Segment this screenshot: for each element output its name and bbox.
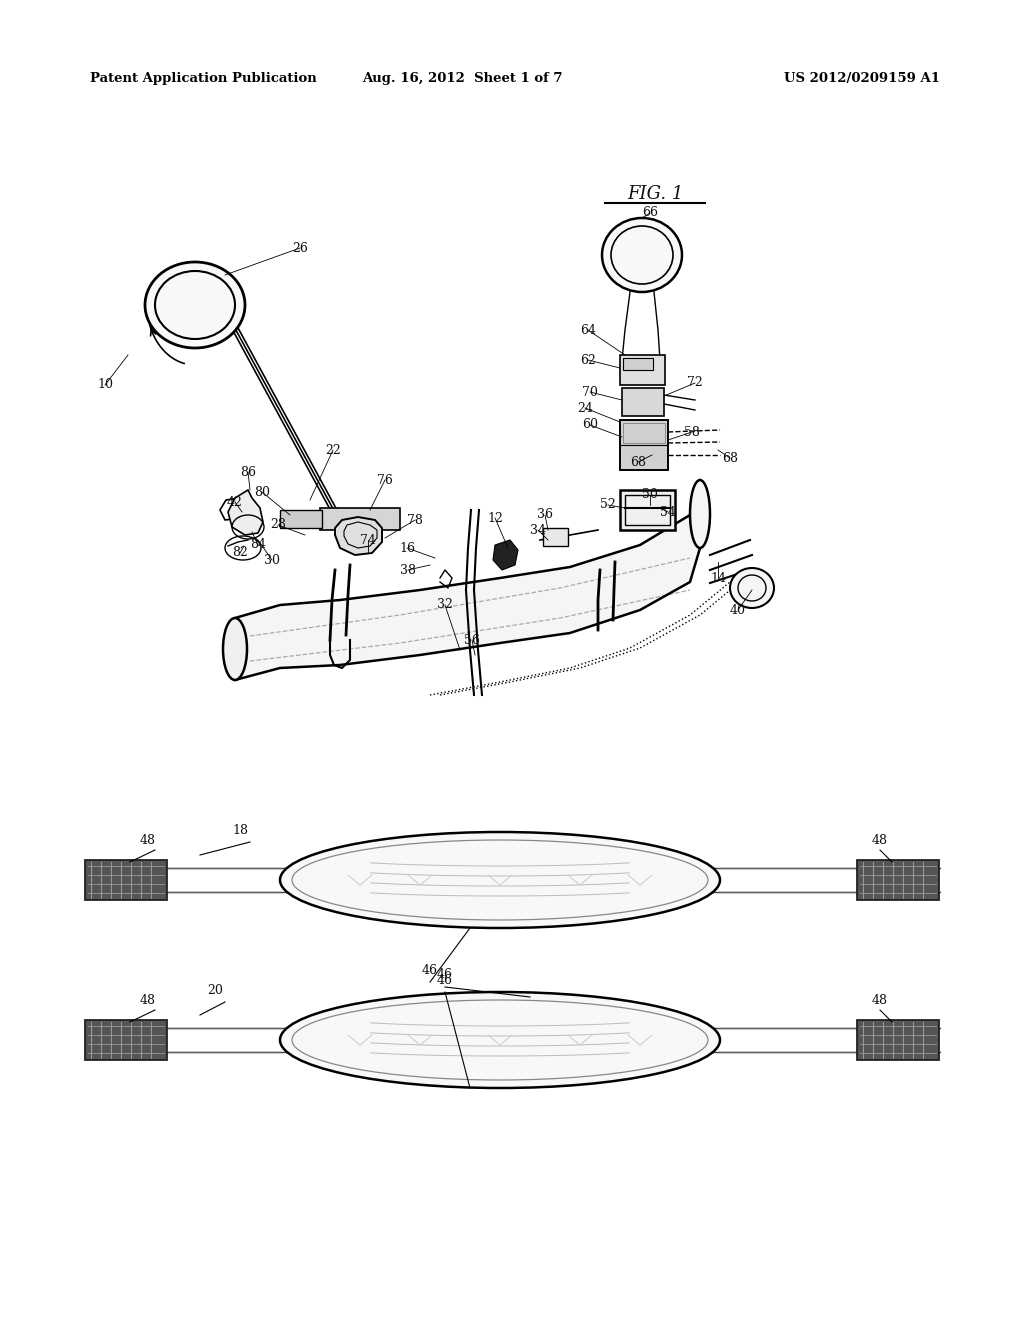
Text: 46: 46 xyxy=(422,964,438,977)
Ellipse shape xyxy=(690,480,710,548)
FancyBboxPatch shape xyxy=(857,1020,939,1060)
Text: 56: 56 xyxy=(464,634,480,647)
Text: 80: 80 xyxy=(254,486,270,499)
Text: 78: 78 xyxy=(408,513,423,527)
Text: 74: 74 xyxy=(360,533,376,546)
Text: US 2012/0209159 A1: US 2012/0209159 A1 xyxy=(784,73,940,84)
Text: 76: 76 xyxy=(377,474,393,487)
Text: 52: 52 xyxy=(600,499,615,511)
Text: Patent Application Publication: Patent Application Publication xyxy=(90,73,316,84)
Text: 84: 84 xyxy=(250,539,266,552)
FancyBboxPatch shape xyxy=(280,510,322,528)
Text: 20: 20 xyxy=(207,983,223,997)
Text: 38: 38 xyxy=(400,564,416,577)
FancyBboxPatch shape xyxy=(857,861,939,900)
Text: 16: 16 xyxy=(399,541,415,554)
Text: 48: 48 xyxy=(140,833,156,846)
Text: 30: 30 xyxy=(264,553,280,566)
Text: 48: 48 xyxy=(872,833,888,846)
Text: 10: 10 xyxy=(97,379,113,392)
Text: 62: 62 xyxy=(580,354,596,367)
Ellipse shape xyxy=(611,226,673,284)
Text: 46: 46 xyxy=(437,974,453,986)
Text: 70: 70 xyxy=(582,385,598,399)
Ellipse shape xyxy=(730,568,774,609)
FancyBboxPatch shape xyxy=(620,490,675,531)
Text: 36: 36 xyxy=(537,508,553,521)
Ellipse shape xyxy=(223,618,247,680)
Text: 22: 22 xyxy=(326,444,341,457)
Text: 64: 64 xyxy=(580,323,596,337)
Text: 32: 32 xyxy=(437,598,453,611)
FancyBboxPatch shape xyxy=(543,528,568,546)
Text: 58: 58 xyxy=(684,425,700,438)
Text: FIG. 1: FIG. 1 xyxy=(627,185,684,203)
Text: 68: 68 xyxy=(630,455,646,469)
Text: 66: 66 xyxy=(642,206,658,219)
Polygon shape xyxy=(234,480,700,680)
Text: 18: 18 xyxy=(232,824,248,837)
Text: 82: 82 xyxy=(232,546,248,560)
Text: 24: 24 xyxy=(578,401,593,414)
Ellipse shape xyxy=(602,218,682,292)
Text: 14: 14 xyxy=(710,572,726,585)
Ellipse shape xyxy=(738,576,766,601)
Text: 12: 12 xyxy=(487,511,503,524)
FancyBboxPatch shape xyxy=(622,388,664,416)
Text: 34: 34 xyxy=(530,524,546,536)
FancyBboxPatch shape xyxy=(620,355,665,385)
Ellipse shape xyxy=(155,271,234,339)
FancyBboxPatch shape xyxy=(620,420,668,470)
Text: 28: 28 xyxy=(270,519,286,532)
Text: 72: 72 xyxy=(687,376,702,389)
Ellipse shape xyxy=(280,993,720,1088)
Text: 54: 54 xyxy=(660,506,676,519)
Text: 40: 40 xyxy=(730,603,746,616)
Text: 50: 50 xyxy=(642,488,658,502)
Text: 48: 48 xyxy=(140,994,156,1006)
Text: 48: 48 xyxy=(872,994,888,1006)
Text: 42: 42 xyxy=(227,495,243,508)
FancyBboxPatch shape xyxy=(319,508,400,531)
Text: Aug. 16, 2012  Sheet 1 of 7: Aug. 16, 2012 Sheet 1 of 7 xyxy=(361,73,562,84)
Ellipse shape xyxy=(280,832,720,928)
Text: 26: 26 xyxy=(292,242,308,255)
FancyBboxPatch shape xyxy=(85,1020,167,1060)
Text: 86: 86 xyxy=(240,466,256,479)
Text: 68: 68 xyxy=(722,451,738,465)
Ellipse shape xyxy=(145,261,245,348)
FancyBboxPatch shape xyxy=(85,861,167,900)
FancyBboxPatch shape xyxy=(623,358,653,370)
Polygon shape xyxy=(228,490,263,535)
Polygon shape xyxy=(493,540,518,570)
Text: 46: 46 xyxy=(437,969,453,982)
Text: 60: 60 xyxy=(582,418,598,432)
Polygon shape xyxy=(335,517,382,554)
